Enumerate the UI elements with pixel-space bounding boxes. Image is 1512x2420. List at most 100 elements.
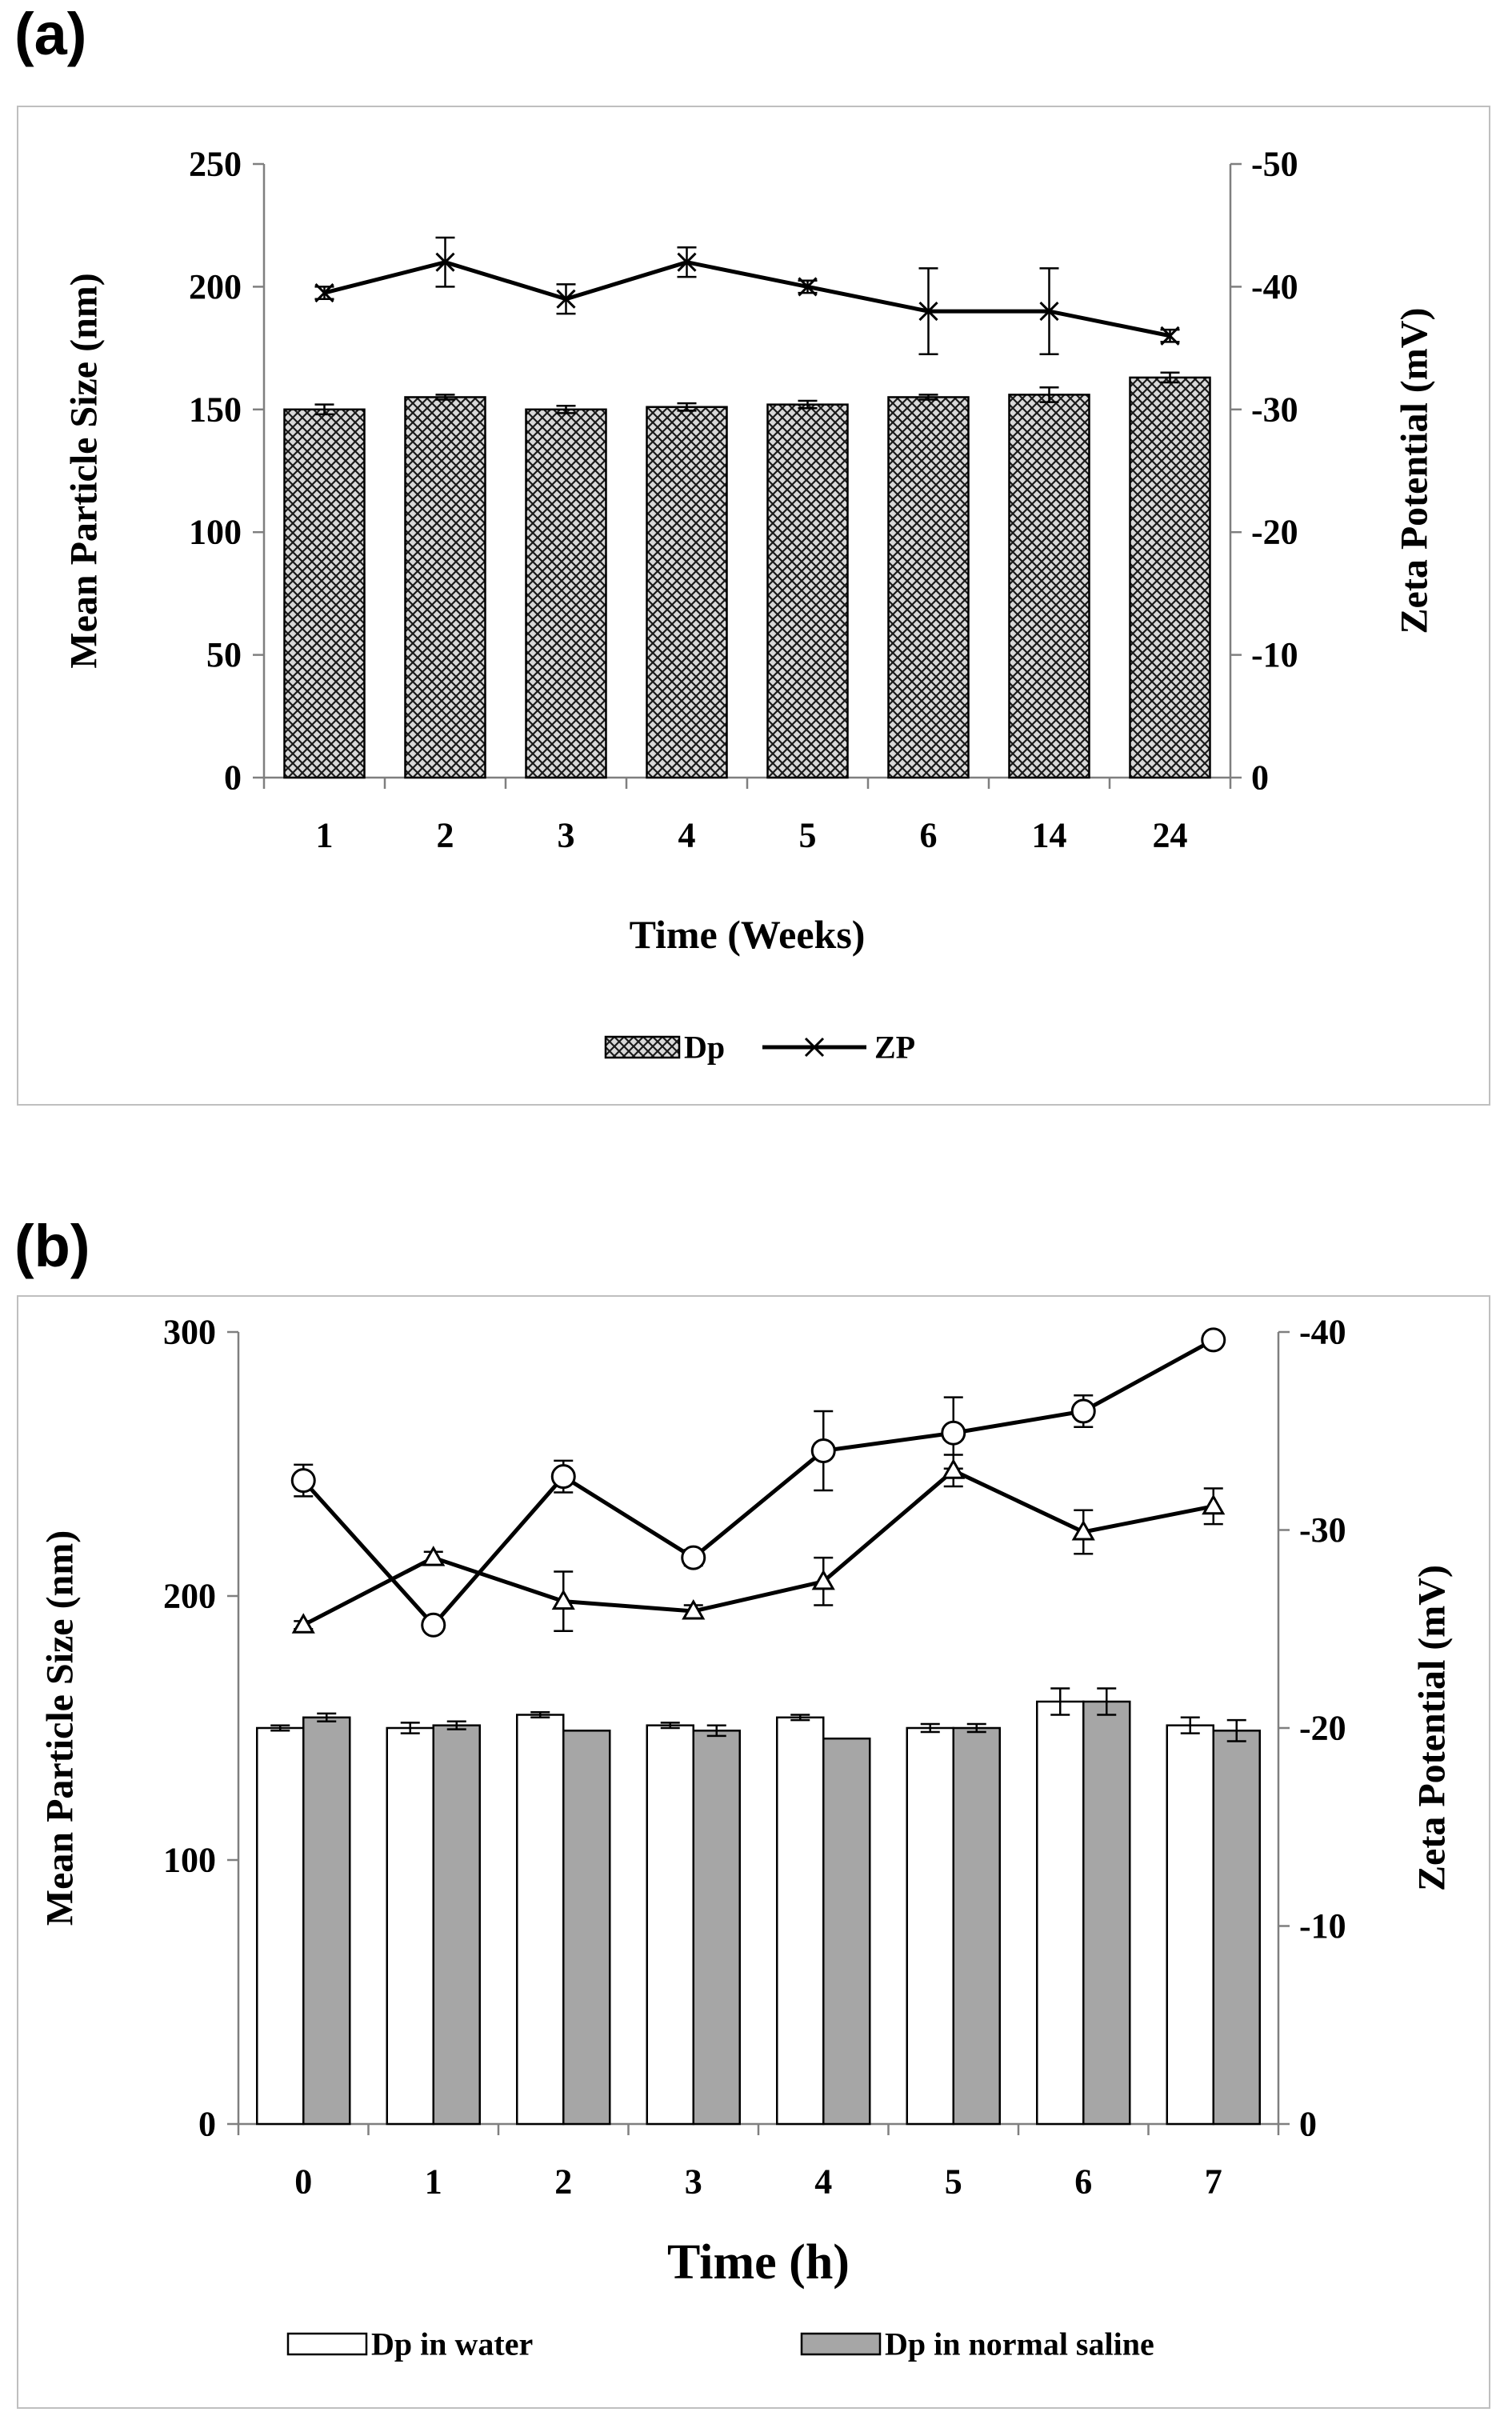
- b-line-marker: [810, 1438, 836, 1463]
- a-x-tick-label: 14: [1032, 816, 1067, 855]
- a-line-marker: [435, 252, 455, 272]
- a-y2-axis-label: Zeta Potential (mV): [1394, 308, 1436, 634]
- b-line-marker: [941, 1420, 966, 1446]
- b-legend-label: Dp in water: [371, 2326, 533, 2362]
- a-line-marker: [918, 302, 938, 322]
- b-line-marker: [1202, 1494, 1226, 1515]
- b-y2-tick-label: -30: [1299, 1510, 1346, 1550]
- b-bar: [952, 1726, 1001, 2126]
- b-line-0: [302, 1338, 1214, 1629]
- b-bar: [1082, 1700, 1131, 2126]
- a-line-marker: [1039, 302, 1059, 322]
- panel-a-frame: [17, 106, 1490, 1106]
- b-x-tick-label: 6: [1074, 2162, 1092, 2202]
- a-bar: [404, 396, 486, 779]
- a-x-tick-label: 2: [437, 816, 454, 855]
- a-line-0: [323, 260, 1170, 338]
- a-bar: [1129, 376, 1211, 779]
- a-x-axis-label: Time (Weeks): [630, 912, 866, 957]
- b-line-marker: [1070, 1398, 1096, 1424]
- b-bar: [906, 1726, 954, 2126]
- b-y2-tick-label: -40: [1299, 1313, 1346, 1352]
- a-x-tick-label: 1: [316, 816, 334, 855]
- a-bar: [525, 408, 607, 779]
- b-x-tick-label: 7: [1205, 2162, 1222, 2202]
- b-bar: [776, 1716, 825, 2126]
- b-line-1: [302, 1468, 1214, 1627]
- b-line-marker: [942, 1458, 966, 1479]
- a-line-marker: [1160, 326, 1180, 346]
- a-line-marker: [677, 252, 697, 272]
- b-bar: [1036, 1700, 1085, 2126]
- b-y-tick-label: 300: [163, 1313, 216, 1352]
- a-y-tick-label: 250: [189, 145, 242, 184]
- b-bar: [516, 1714, 565, 2126]
- a-y2-tick-label: 0: [1251, 758, 1269, 798]
- chart-b: 0 100 200 300 0 -10 -20 -30 -40 0 1 2 3 4 5 6 7 Time (h) M…: [39, 1313, 1454, 2362]
- b-x-tick-label: 5: [945, 2162, 962, 2202]
- b-line-marker: [811, 1569, 835, 1590]
- panel-a-letter: (a): [14, 1, 87, 67]
- b-line-marker: [1071, 1519, 1095, 1541]
- a-legend-marker: [804, 1037, 825, 1058]
- a-y2-tick-label: -30: [1251, 390, 1298, 429]
- b-line-marker: [291, 1613, 315, 1634]
- b-bar: [1166, 1724, 1214, 2126]
- b-legend-label: Dp in normal saline: [885, 2326, 1154, 2362]
- a-y-tick-label: 150: [189, 390, 242, 429]
- b-line-marker: [551, 1589, 575, 1610]
- b-y-tick-label: 100: [163, 1841, 216, 1880]
- b-x-axis-label: Time (h): [667, 2235, 850, 2290]
- b-bar: [822, 1737, 871, 2126]
- a-y-tick-label: 0: [224, 758, 242, 798]
- a-bar: [766, 403, 849, 779]
- a-y2-tick-label: -50: [1251, 145, 1298, 184]
- b-y2-tick-label: 0: [1299, 2105, 1317, 2144]
- b-y-tick-label: 200: [163, 1577, 216, 1616]
- a-y-tick-label: 50: [206, 635, 242, 674]
- a-x-tick-label: 24: [1153, 816, 1188, 855]
- a-x-tick-label: 4: [678, 816, 696, 855]
- b-line-marker: [681, 1545, 706, 1570]
- b-bar: [562, 1730, 611, 2126]
- a-bar: [283, 408, 366, 779]
- a-legend-swatch: [604, 1035, 681, 1059]
- b-bar: [302, 1716, 351, 2126]
- a-bar: [646, 406, 728, 779]
- b-y2-axis-label: Zeta Potential (mV): [1411, 1565, 1454, 1891]
- b-line-marker: [1201, 1327, 1226, 1353]
- b-x-tick-label: 1: [425, 2162, 442, 2202]
- b-line-marker: [421, 1612, 446, 1638]
- b-line-marker: [290, 1468, 316, 1494]
- a-bar: [887, 396, 970, 779]
- a-x-tick-label: 5: [799, 816, 817, 855]
- b-bar: [386, 1726, 434, 2126]
- b-legend-swatch: [286, 2332, 368, 2356]
- b-bar: [646, 1724, 694, 2126]
- a-x-tick-label: 6: [920, 816, 938, 855]
- a-line-marker: [798, 277, 818, 297]
- b-legend-swatch: [800, 2332, 882, 2356]
- a-y-tick-label: 200: [189, 267, 242, 306]
- b-y-axis-label: Mean Particle Size (nm): [39, 1530, 82, 1926]
- a-y-tick-label: 100: [189, 513, 242, 552]
- a-line-marker: [556, 289, 576, 309]
- a-x-tick-label: 3: [558, 816, 575, 855]
- b-x-tick-label: 2: [554, 2162, 572, 2202]
- b-line-marker: [682, 1598, 706, 1620]
- b-bar: [432, 1724, 481, 2126]
- b-line-marker: [422, 1546, 446, 1566]
- b-x-tick-label: 3: [685, 2162, 702, 2202]
- b-x-tick-label: 4: [814, 2162, 832, 2202]
- a-y-axis-label: Mean Particle Size (nm): [63, 273, 106, 668]
- a-y2-tick-label: -40: [1251, 267, 1298, 306]
- b-x-tick-label: 0: [294, 2162, 312, 2202]
- b-y2-tick-label: -20: [1299, 1709, 1346, 1748]
- chart-a: 0 50 100 150 200 250 0 -10 -20 -30 -40 -50 1 2 3 4 5 6 14 2…: [63, 145, 1436, 1066]
- b-bar: [1212, 1730, 1261, 2126]
- b-line-marker: [550, 1464, 576, 1490]
- panel-b-letter: (b): [14, 1213, 90, 1279]
- a-y2-tick-label: -10: [1251, 635, 1298, 674]
- a-legend-label: ZP: [874, 1030, 915, 1066]
